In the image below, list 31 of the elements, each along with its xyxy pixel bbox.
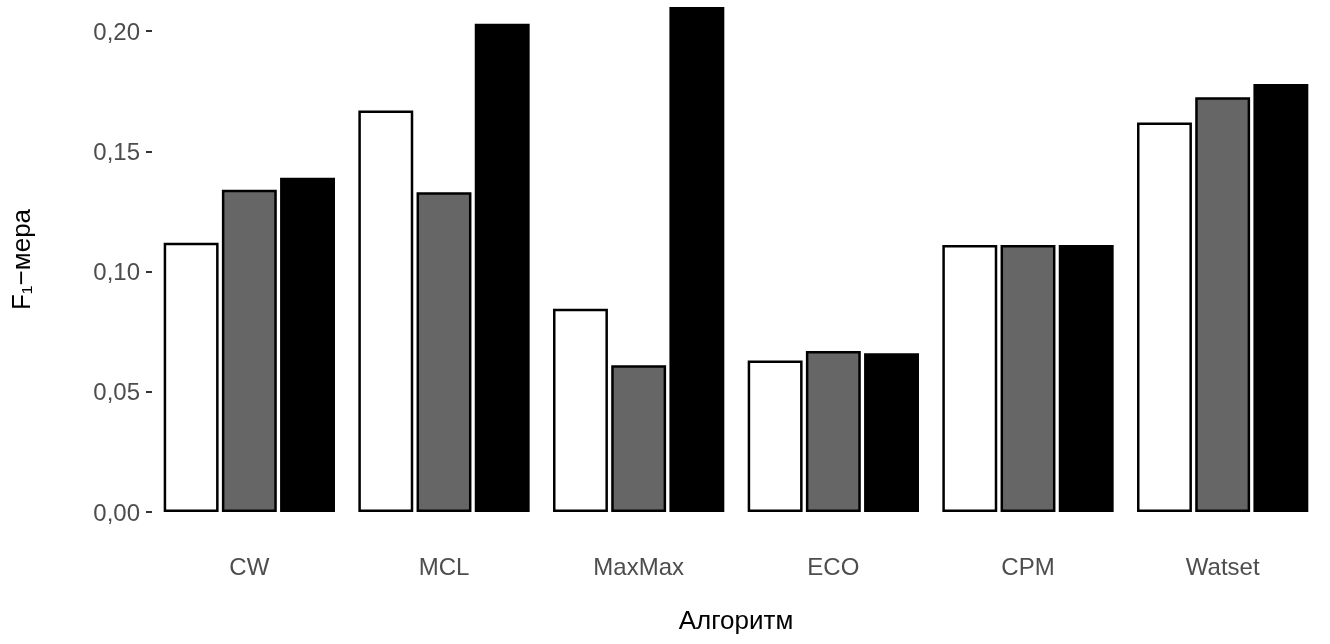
bar [1253, 83, 1309, 512]
bar [864, 353, 919, 512]
x-tick-label: CPM [1001, 552, 1055, 580]
bar [942, 245, 998, 512]
x-tick-label: MaxMax [593, 552, 685, 580]
x-axis-title: Алгоритм [678, 605, 794, 635]
bar [474, 23, 530, 512]
bar [1058, 245, 1114, 512]
x-tick-label: Watset [1185, 552, 1260, 580]
bar [416, 192, 472, 512]
bar [163, 242, 219, 512]
y-tick-label: 0,05 [93, 378, 140, 406]
x-tick-label: CW [229, 552, 270, 580]
y-tick-label: 0,00 [93, 498, 140, 526]
y-axis-title: F₁−мера [6, 208, 36, 311]
y-tick-label: 0,10 [93, 258, 140, 286]
bar [747, 360, 803, 512]
bar [358, 110, 414, 512]
bar [805, 350, 861, 512]
bar [1137, 122, 1192, 512]
x-tick-label: MCL [418, 552, 470, 580]
bar [1000, 245, 1056, 512]
bar [611, 365, 667, 512]
bar [221, 189, 277, 512]
bar [1195, 97, 1251, 512]
y-tick-label: 0,15 [93, 137, 140, 165]
bar [669, 7, 725, 512]
x-tick-label: ECO [807, 552, 860, 580]
bar [280, 177, 335, 512]
bar [553, 308, 608, 512]
y-tick-label: 0,20 [93, 17, 140, 45]
